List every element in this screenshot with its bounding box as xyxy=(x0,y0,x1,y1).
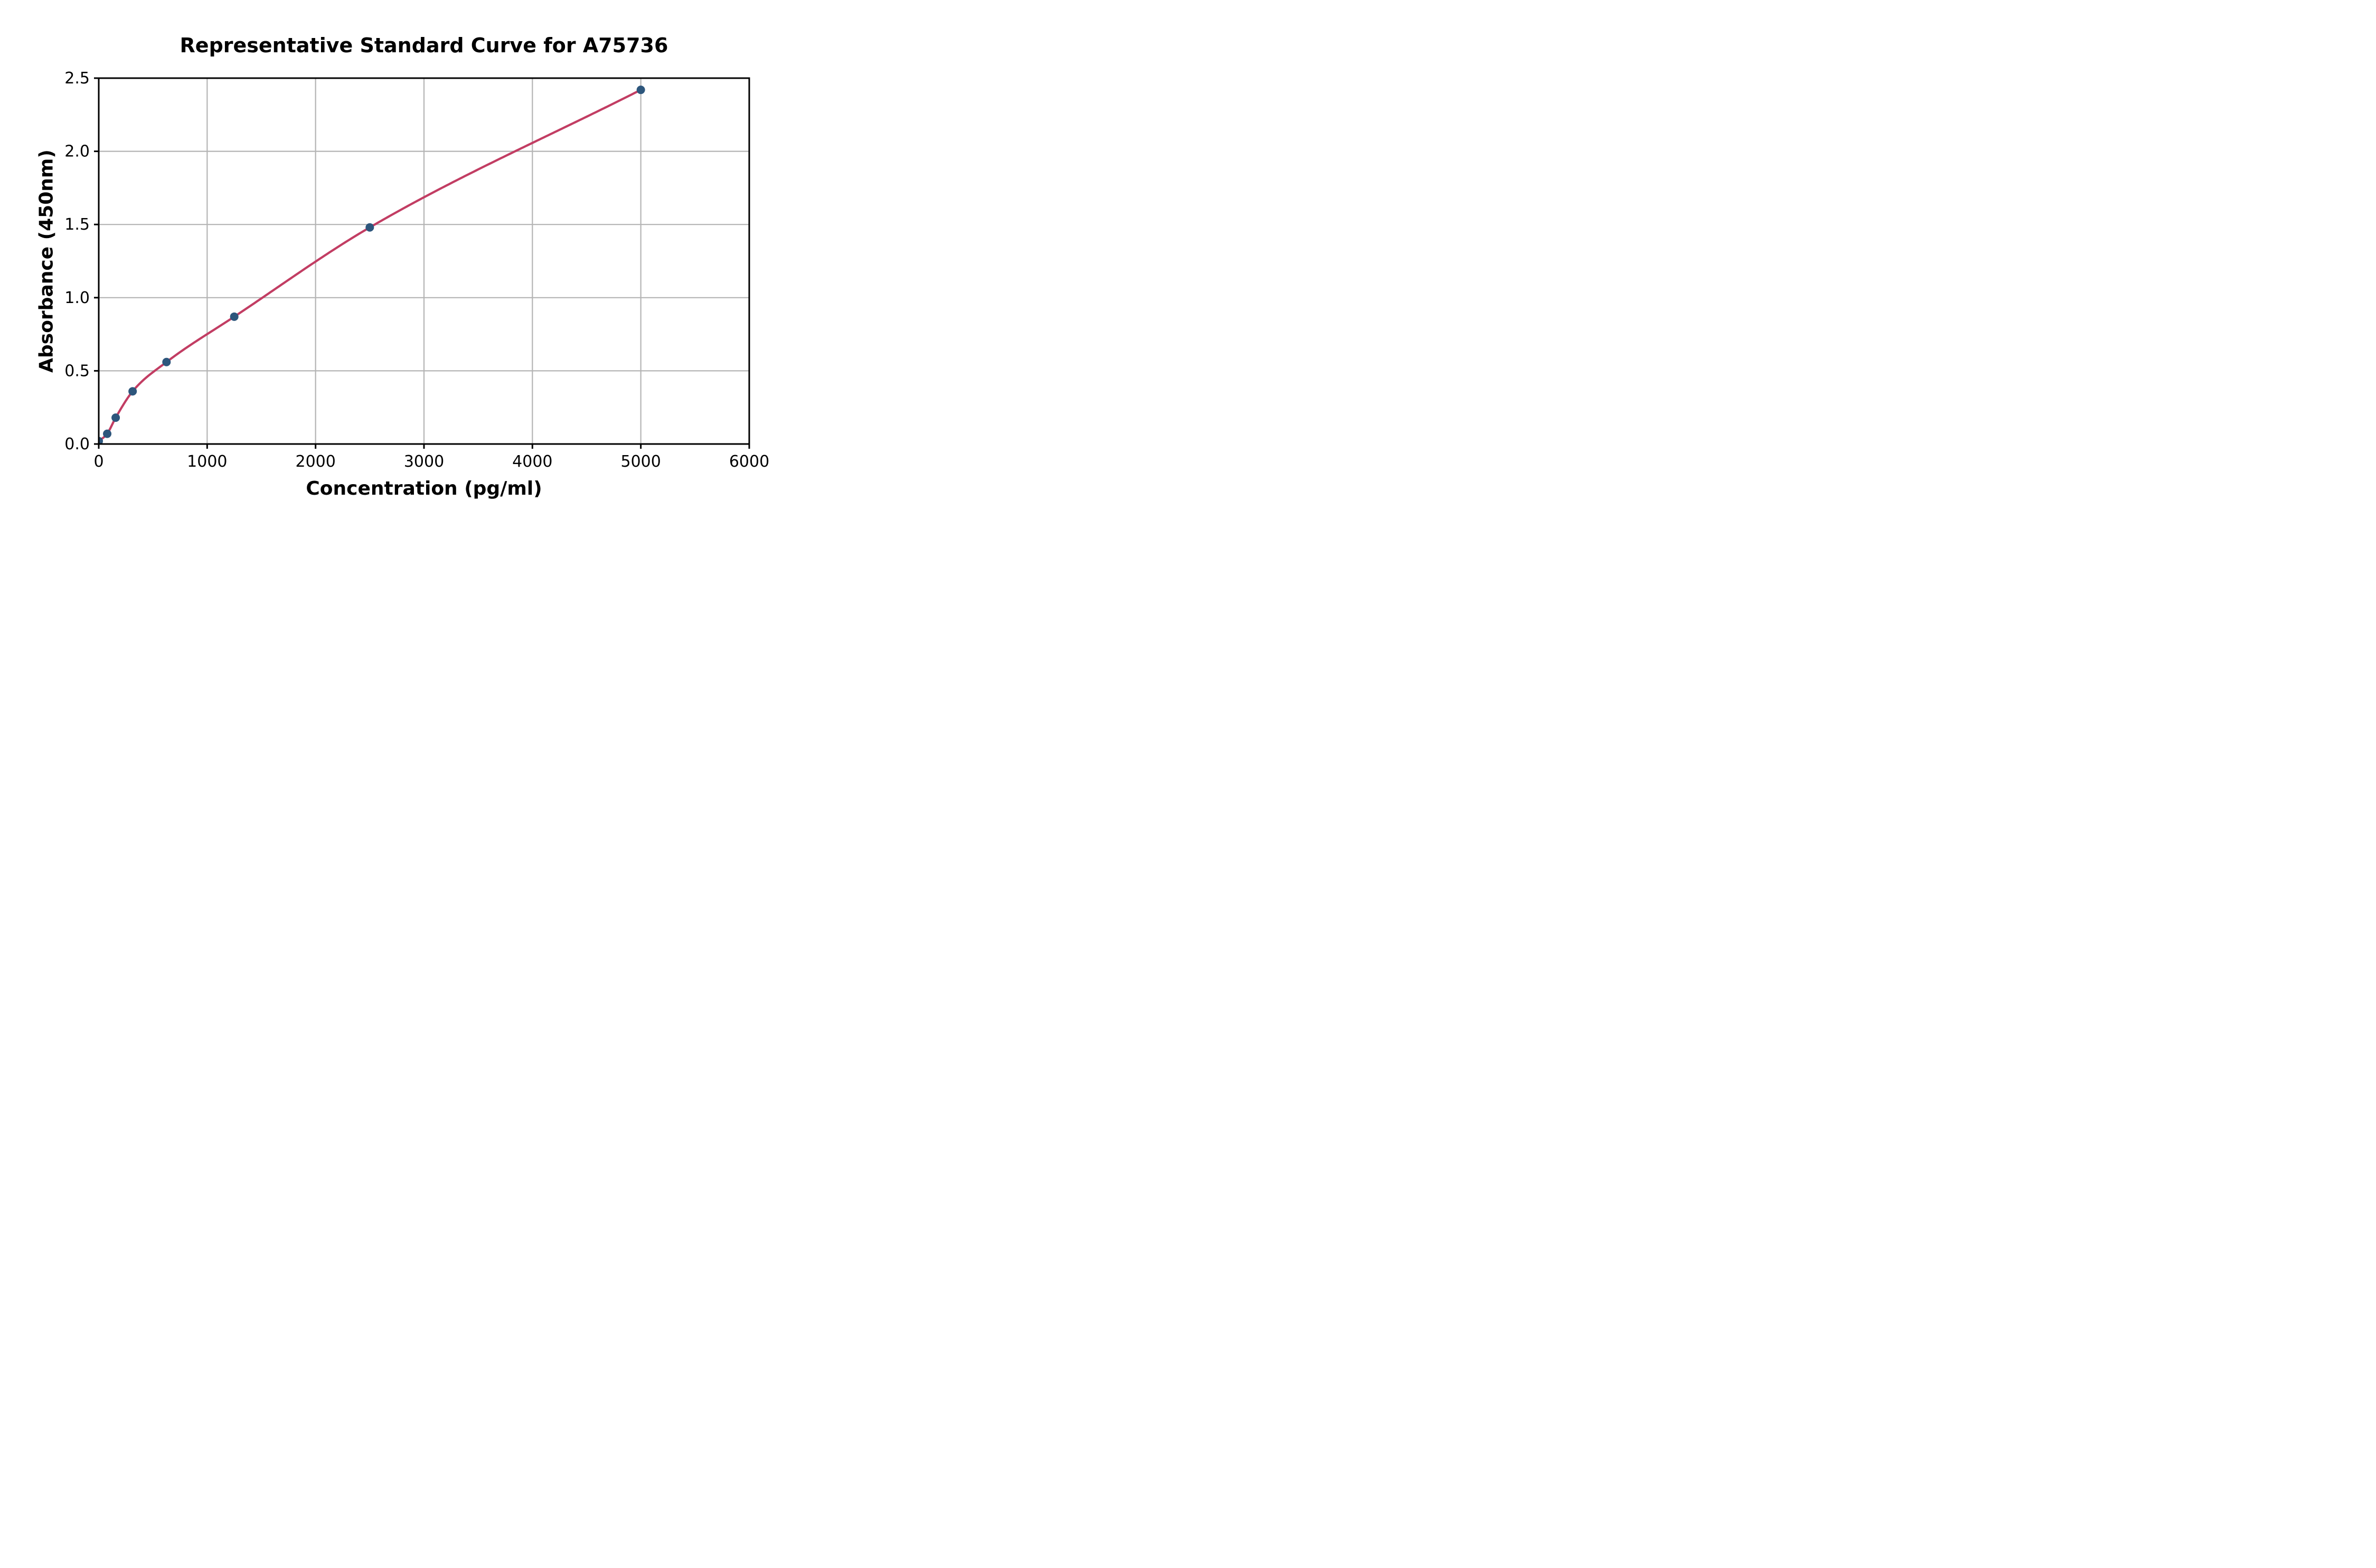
x-tick-label: 2000 xyxy=(295,452,335,471)
y-tick-label: 1.5 xyxy=(64,215,90,234)
data-point-marker xyxy=(636,86,645,95)
x-tick-label: 1000 xyxy=(187,452,227,471)
fit-curve xyxy=(99,89,642,442)
data-point-marker xyxy=(99,437,103,444)
y-tick-label: 2.0 xyxy=(64,143,90,161)
x-tick-label: 5000 xyxy=(620,452,661,471)
standard-curve-figure: Representative Standard Curve for A75736… xyxy=(0,0,792,523)
data-point-marker xyxy=(365,223,374,232)
x-tick-label: 3000 xyxy=(404,452,444,471)
data-point-marker xyxy=(230,312,239,321)
data-point-marker xyxy=(128,387,137,396)
x-axis-title: Concentration (pg/ml) xyxy=(306,478,542,499)
x-tick-label: 4000 xyxy=(512,452,552,471)
data-point-marker xyxy=(111,413,120,422)
y-tick-label: 0.0 xyxy=(64,435,90,454)
y-tick-label: 2.5 xyxy=(64,69,90,88)
data-point-marker xyxy=(103,429,112,438)
data-point-marker xyxy=(162,357,171,366)
plot-area: 0 1000 2000 3000 4000 5000 6000 0.0 0.5 1.0 1.5 2.0… xyxy=(64,69,769,471)
x-tick-label: 6000 xyxy=(729,452,769,471)
y-tick-label: 0.5 xyxy=(64,362,90,380)
x-tick-label: 0 xyxy=(93,452,103,471)
chart-title: Representative Standard Curve for A75736 xyxy=(180,34,668,57)
data-layer xyxy=(99,86,645,444)
y-tick-label: 1.0 xyxy=(64,289,90,307)
